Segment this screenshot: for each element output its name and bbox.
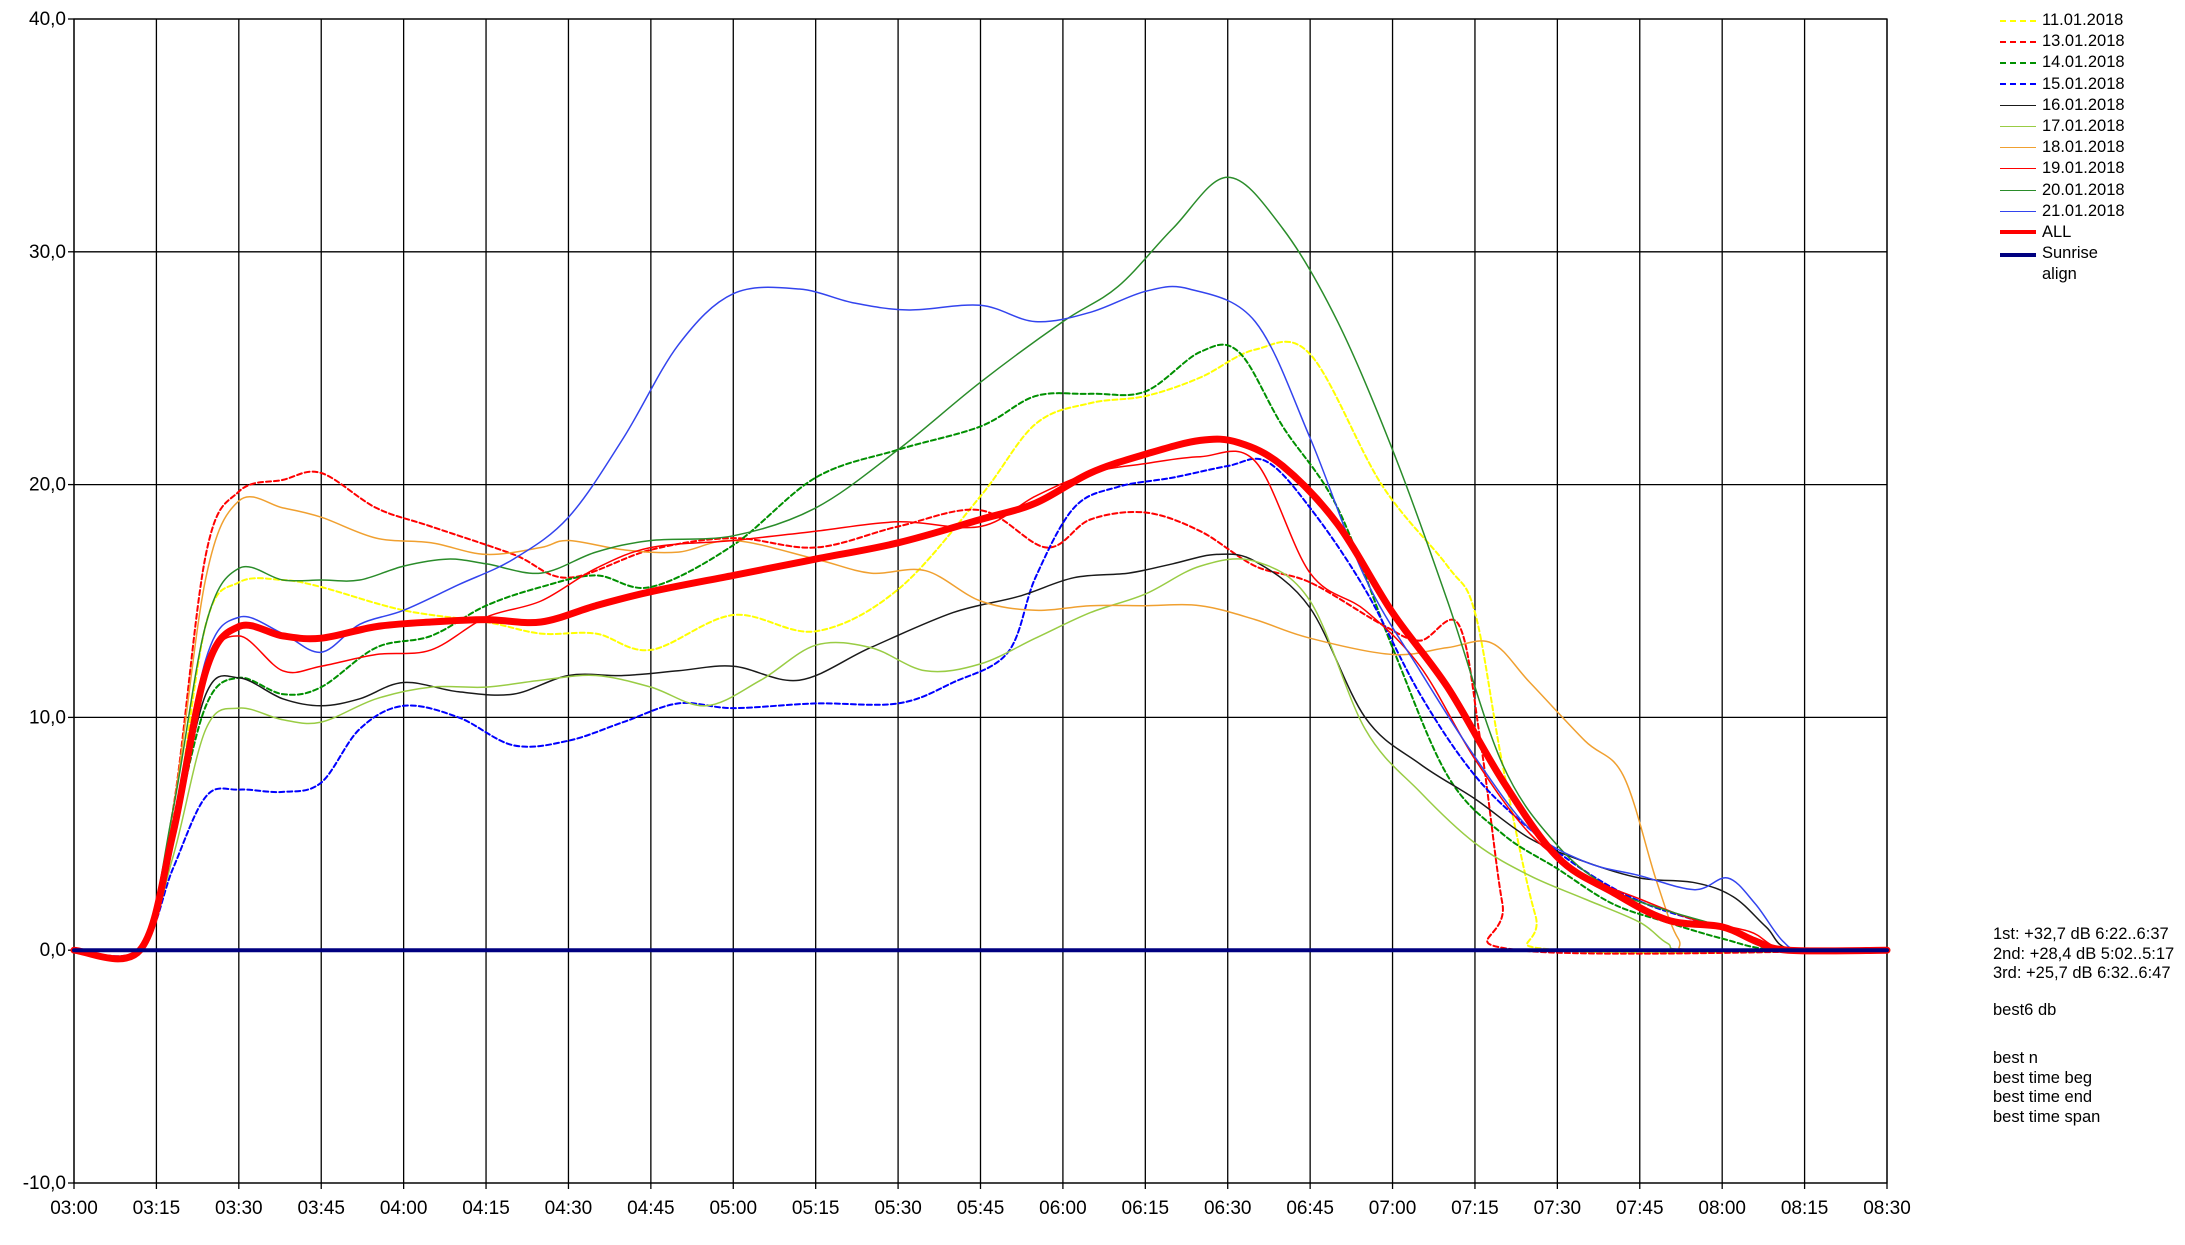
legend-label: 19.01.2018 <box>2042 159 2125 178</box>
x-tick-label: 07:45 <box>1616 1198 1664 1219</box>
series-line-13-01-2018 <box>73 470 1888 962</box>
y-tick-label: 30,0 <box>29 242 66 263</box>
chart-legend: 11.01.2018 13.01.2018 14.01.2018 15.01.2018… <box>2000 10 2125 283</box>
legend-swatch <box>2000 104 2036 106</box>
legend-swatch <box>2000 19 2036 22</box>
legend-item: 16.01.2018 <box>2000 95 2125 116</box>
stat-third: 3rd: +25,7 dB 6:32..6:47 <box>1993 964 2171 982</box>
x-tick-label: 05:00 <box>709 1198 757 1219</box>
legend-item: 20.01.2018 <box>2000 180 2125 201</box>
legend-swatch <box>2000 61 2036 64</box>
x-tick-label: 03:15 <box>133 1198 181 1219</box>
legend-item: 13.01.2018 <box>2000 31 2125 52</box>
legend-item: 19.01.2018 <box>2000 158 2125 179</box>
chart-grid <box>73 18 1888 1184</box>
x-tick-label: 04:15 <box>462 1198 510 1219</box>
y-tick-label: -10,0 <box>23 1173 66 1194</box>
chart-series <box>70 176 1891 963</box>
stat-best-db: best6 db <box>1993 1000 2057 1019</box>
x-tick-label: 08:15 <box>1781 1198 1829 1219</box>
y-tick-label: 20,0 <box>29 475 66 496</box>
x-tick-label: 03:45 <box>297 1198 345 1219</box>
x-tick-label: 07:30 <box>1534 1198 1582 1219</box>
x-tick-label: 05:45 <box>957 1198 1005 1219</box>
legend-swatch <box>2000 40 2036 43</box>
x-axis-ticks: 03:00 03:15 03:30 03:45 04:00 04:15 04:30 04:45… <box>50 1183 1911 1219</box>
series-line-14-01-2018 <box>73 343 1888 960</box>
y-tick-label: 10,0 <box>29 707 66 728</box>
stat-best-time-end: best time end <box>1993 1088 2093 1106</box>
series-line-17-01-2018 <box>73 558 1888 958</box>
legend-swatch <box>2000 253 2036 258</box>
x-tick-label: 04:45 <box>627 1198 675 1219</box>
legend-label: Sunrise align <box>2042 244 2098 284</box>
x-tick-label: 06:30 <box>1204 1198 1252 1219</box>
legend-label: 17.01.2018 <box>2042 117 2125 136</box>
x-tick-label: 08:00 <box>1698 1198 1746 1219</box>
x-tick-label: 04:00 <box>380 1198 428 1219</box>
x-tick-label: 05:15 <box>792 1198 840 1219</box>
legend-item: 18.01.2018 <box>2000 137 2125 158</box>
legend-label: 21.01.2018 <box>2042 201 2125 220</box>
legend-item: 17.01.2018 <box>2000 116 2125 137</box>
legend-swatch <box>2000 168 2036 170</box>
x-tick-label: 03:00 <box>50 1198 98 1219</box>
legend-item: 15.01.2018 <box>2000 74 2125 95</box>
legend-label: 16.01.2018 <box>2042 95 2125 114</box>
stat-first: 1st: +32,7 dB 6:22..6:37 <box>1993 925 2169 943</box>
stat-best-time-span: best time span <box>1993 1107 2101 1126</box>
x-tick-label: 05:30 <box>874 1198 922 1219</box>
x-tick-label: 06:00 <box>1039 1198 1087 1219</box>
legend-swatch <box>2000 189 2036 191</box>
legend-item: 21.01.2018 <box>2000 201 2125 222</box>
stat-best-n: best n <box>1993 1049 2038 1067</box>
stats-panel: 1st: +32,7 dB 6:22..6:37 2nd: +28,4 dB 5… <box>1993 925 2174 1127</box>
legend-swatch <box>2000 230 2036 235</box>
x-tick-label: 04:30 <box>545 1198 593 1219</box>
series-line-18-01-2018 <box>73 495 1888 962</box>
legend-item: 11.01.2018 <box>2000 10 2125 31</box>
legend-swatch <box>2000 147 2036 149</box>
legend-label: 13.01.2018 <box>2042 32 2125 51</box>
y-axis-ticks: -10,0 0,0 10,0 20,0 30,0 40,0 <box>23 9 74 1194</box>
x-tick-label: 07:00 <box>1369 1198 1417 1219</box>
x-tick-label: 06:15 <box>1122 1198 1170 1219</box>
x-tick-label: 07:15 <box>1451 1198 1499 1219</box>
y-tick-label: 0,0 <box>40 940 66 961</box>
series-line-all <box>70 435 1891 963</box>
legend-item: Sunrise align <box>2000 243 2125 283</box>
x-tick-label: 03:30 <box>215 1198 263 1219</box>
legend-label: 14.01.2018 <box>2042 53 2125 72</box>
legend-swatch <box>2000 210 2036 212</box>
x-tick-label: 08:30 <box>1863 1198 1911 1219</box>
stat-second: 2nd: +28,4 dB 5:02..5:17 <box>1993 944 2175 963</box>
legend-label: 20.01.2018 <box>2042 180 2125 199</box>
legend-swatch <box>2000 83 2036 86</box>
legend-label: 18.01.2018 <box>2042 138 2125 157</box>
legend-label: 11.01.2018 <box>2042 11 2124 30</box>
x-tick-label: 06:45 <box>1286 1198 1334 1219</box>
series-line-20-01-2018 <box>73 176 1888 962</box>
y-tick-label: 40,0 <box>29 9 66 30</box>
legend-label: ALL <box>2042 222 2072 241</box>
series-line-21-01-2018 <box>73 285 1888 960</box>
legend-item: 14.01.2018 <box>2000 52 2125 73</box>
legend-item: ALL <box>2000 222 2125 243</box>
stat-best-time-beg: best time beg <box>1993 1068 2093 1087</box>
legend-label: 15.01.2018 <box>2042 74 2125 93</box>
legend-swatch <box>2000 126 2036 128</box>
